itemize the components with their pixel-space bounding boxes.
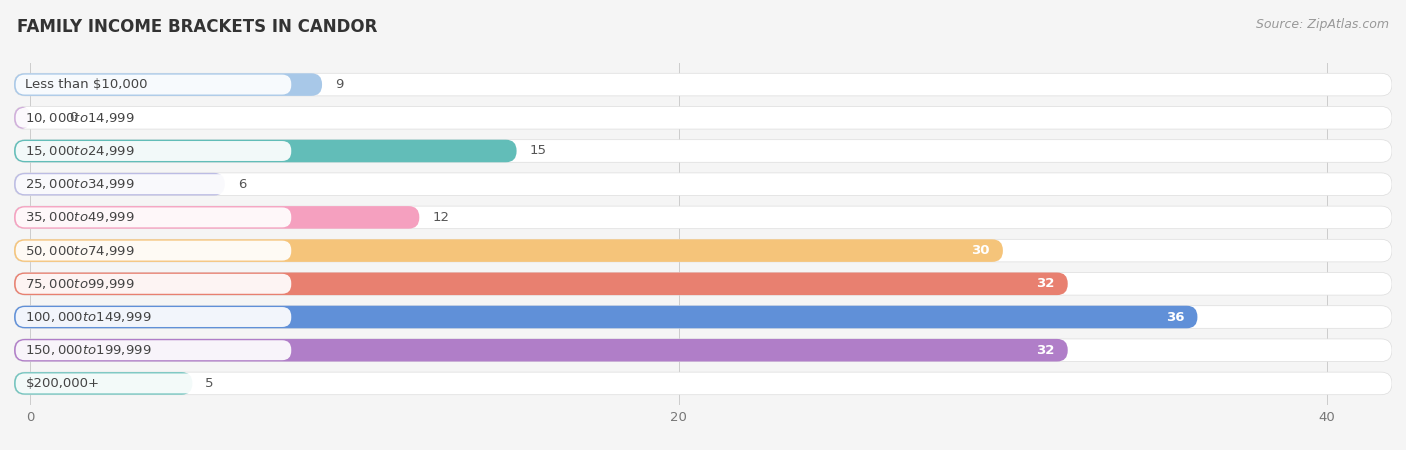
FancyBboxPatch shape [14, 273, 1392, 295]
FancyBboxPatch shape [14, 273, 1067, 295]
FancyBboxPatch shape [15, 274, 291, 294]
FancyBboxPatch shape [14, 339, 1392, 361]
FancyBboxPatch shape [14, 306, 1392, 328]
FancyBboxPatch shape [15, 141, 291, 161]
FancyBboxPatch shape [15, 108, 291, 128]
Text: 15: 15 [530, 144, 547, 158]
FancyBboxPatch shape [14, 372, 193, 395]
Text: $200,000+: $200,000+ [25, 377, 100, 390]
Text: 6: 6 [238, 178, 246, 191]
Text: 36: 36 [1166, 310, 1184, 324]
Text: $75,000 to $99,999: $75,000 to $99,999 [25, 277, 135, 291]
FancyBboxPatch shape [15, 307, 291, 327]
Text: $50,000 to $74,999: $50,000 to $74,999 [25, 243, 135, 257]
Text: 12: 12 [432, 211, 450, 224]
FancyBboxPatch shape [14, 140, 1392, 162]
FancyBboxPatch shape [15, 340, 291, 360]
FancyBboxPatch shape [15, 174, 291, 194]
Text: Less than $10,000: Less than $10,000 [25, 78, 148, 91]
Text: Source: ZipAtlas.com: Source: ZipAtlas.com [1256, 18, 1389, 31]
FancyBboxPatch shape [14, 140, 516, 162]
FancyBboxPatch shape [14, 306, 1198, 328]
FancyBboxPatch shape [14, 339, 1067, 361]
FancyBboxPatch shape [14, 206, 419, 229]
FancyBboxPatch shape [14, 173, 225, 195]
FancyBboxPatch shape [14, 107, 1392, 129]
FancyBboxPatch shape [15, 241, 291, 261]
FancyBboxPatch shape [14, 239, 1392, 262]
FancyBboxPatch shape [14, 206, 1392, 229]
FancyBboxPatch shape [15, 207, 291, 227]
FancyBboxPatch shape [14, 73, 1392, 96]
Text: 5: 5 [205, 377, 214, 390]
FancyBboxPatch shape [14, 372, 1392, 395]
Text: FAMILY INCOME BRACKETS IN CANDOR: FAMILY INCOME BRACKETS IN CANDOR [17, 18, 377, 36]
FancyBboxPatch shape [14, 239, 1002, 262]
Text: $25,000 to $34,999: $25,000 to $34,999 [25, 177, 135, 191]
Text: 32: 32 [1036, 344, 1054, 357]
Text: $150,000 to $199,999: $150,000 to $199,999 [25, 343, 152, 357]
FancyBboxPatch shape [14, 73, 322, 96]
Text: $35,000 to $49,999: $35,000 to $49,999 [25, 211, 135, 225]
Text: 30: 30 [972, 244, 990, 257]
FancyBboxPatch shape [14, 107, 31, 129]
Text: $15,000 to $24,999: $15,000 to $24,999 [25, 144, 135, 158]
FancyBboxPatch shape [14, 173, 1392, 195]
Text: $100,000 to $149,999: $100,000 to $149,999 [25, 310, 152, 324]
Text: 32: 32 [1036, 277, 1054, 290]
Text: 0: 0 [69, 111, 77, 124]
FancyBboxPatch shape [15, 374, 291, 393]
FancyBboxPatch shape [15, 75, 291, 94]
Text: $10,000 to $14,999: $10,000 to $14,999 [25, 111, 135, 125]
Text: 9: 9 [335, 78, 343, 91]
